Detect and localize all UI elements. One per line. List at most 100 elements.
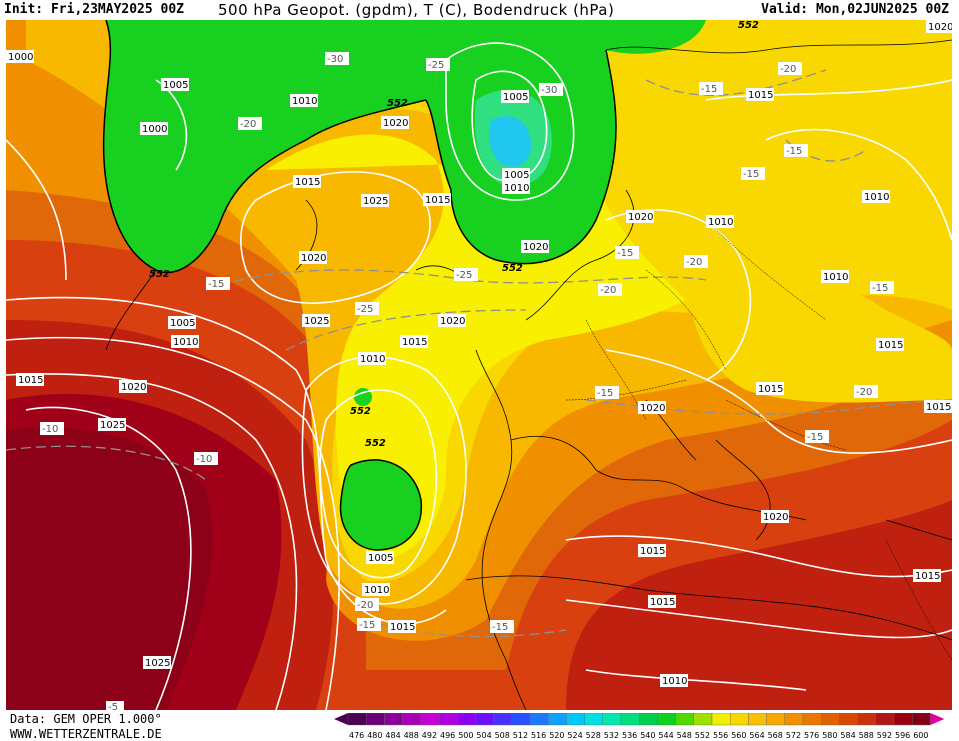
isobar-label: 1020 [381,116,409,129]
isobar-label: 1010 [502,181,530,194]
legend-swatch [566,713,585,726]
svg-text:1025: 1025 [145,658,170,669]
isobar-label: 1020 [626,210,654,223]
isobar-label: 1015 [876,338,904,351]
legend-value: 508 [495,731,510,740]
isobar-label: 1010 [706,215,734,228]
svg-text:-20: -20 [357,600,373,611]
svg-text:1025: 1025 [304,316,329,327]
svg-text:1020: 1020 [763,512,788,523]
legend-value: 500 [458,731,473,740]
svg-text:1020: 1020 [523,242,548,253]
valid-time: Valid: Mon,02JUN2025 00Z [761,2,949,17]
svg-text:1025: 1025 [363,196,388,207]
legend-value: 560 [731,731,746,740]
svg-text:1015: 1015 [390,622,415,633]
legend-swatch [657,713,676,726]
height-label: 552 [738,20,759,31]
isobar-label: 1015 [648,595,676,608]
svg-text:1010: 1010 [864,192,889,203]
color-legend: 476 480 484 488 492 496 500 504 508 512 516 520 524 5… [334,713,945,740]
legend-swatch [693,713,713,726]
isobar-label: 1020 [521,240,549,253]
legend-value: 548 [677,731,692,740]
temp-label: -25 [355,302,379,315]
legend-swatch [748,713,767,726]
svg-text:1005: 1005 [504,170,529,181]
svg-text:1015: 1015 [915,571,940,582]
svg-text:-30: -30 [541,85,557,96]
legend-arrow-low [334,713,348,725]
svg-text:1010: 1010 [292,96,317,107]
isobar-label: 1010 [821,270,849,283]
legend-value: 524 [567,731,582,740]
isobar-label: 1005 [502,168,530,181]
isobar-label: 1015 [924,400,952,413]
map-title: 500 hPa Geopot. (gpdm), T (C), Bodendruc… [218,1,615,19]
svg-text:-15: -15 [872,283,888,294]
legend-value: 580 [822,731,837,740]
isobar-label: 1015 [638,544,666,557]
svg-text:1005: 1005 [368,553,393,564]
legend-value: 520 [549,731,564,740]
height-label: 552 [149,269,170,280]
svg-text:1015: 1015 [18,375,43,386]
svg-text:1005: 1005 [503,92,528,103]
legend-value: 592 [877,731,892,740]
legend-swatch [893,713,913,726]
height-label: 552 [502,263,523,274]
legend-swatch [402,713,421,726]
legend-swatch [347,713,367,726]
legend-value: 572 [786,731,801,740]
legend-value: 528 [586,731,601,740]
temp-label: -15 [357,618,381,631]
svg-text:1015: 1015 [926,402,951,413]
isobar-label: 1025 [302,314,330,327]
isobar-label: 1025 [98,418,126,431]
svg-text:1015: 1015 [295,177,320,188]
svg-text:1010: 1010 [504,183,529,194]
svg-text:-20: -20 [600,285,616,296]
isobar-label: 1020 [119,380,147,393]
svg-text:-20: -20 [686,257,702,268]
svg-text:1015: 1015 [650,597,675,608]
isobar-label: 1015 [746,88,774,101]
isobar-label: 1025 [361,194,389,207]
legend-swatch [420,713,440,726]
temp-label: -10 [194,452,218,465]
legend-value: 552 [695,731,710,740]
isobar-label: 1020 [926,20,952,33]
svg-text:1020: 1020 [640,403,665,414]
legend-swatch [912,713,931,726]
temp-label: -15 [699,82,723,95]
svg-text:1005: 1005 [170,318,195,329]
svg-text:1025: 1025 [100,420,125,431]
temp-label: -10 [40,422,64,435]
isobar-label: 1010 [660,674,688,687]
isobar-label: 1020 [761,510,789,523]
website-credit: WWW.WETTERZENTRALE.DE [10,727,162,741]
svg-text:1020: 1020 [121,382,146,393]
svg-text:1015: 1015 [878,340,903,351]
legend-value: 492 [422,731,437,740]
legend-swatch [711,713,731,726]
legend-value: 588 [859,731,874,740]
temp-label: -30 [539,83,563,96]
svg-text:1020: 1020 [628,212,653,223]
temp-label: -15 [615,246,639,259]
legend-value: 484 [385,731,400,740]
svg-text:-15: -15 [208,279,224,290]
svg-text:1020: 1020 [383,118,408,129]
svg-text:-10: -10 [196,454,212,465]
legend-swatch [475,713,494,726]
isobar-label: 1010 [862,190,890,203]
temperature-labels: -30 -25 -30 -20 -15 -15 -20 -15 -25 -25 … [40,52,894,710]
legend-swatch [875,713,895,726]
svg-text:1010: 1010 [662,676,687,687]
svg-text:-10: -10 [42,424,58,435]
legend-value: 568 [768,731,783,740]
temp-label: -15 [206,277,230,290]
isobar-label: 1015 [293,175,321,188]
legend-swatch [547,713,567,726]
legend-swatch [529,713,549,726]
